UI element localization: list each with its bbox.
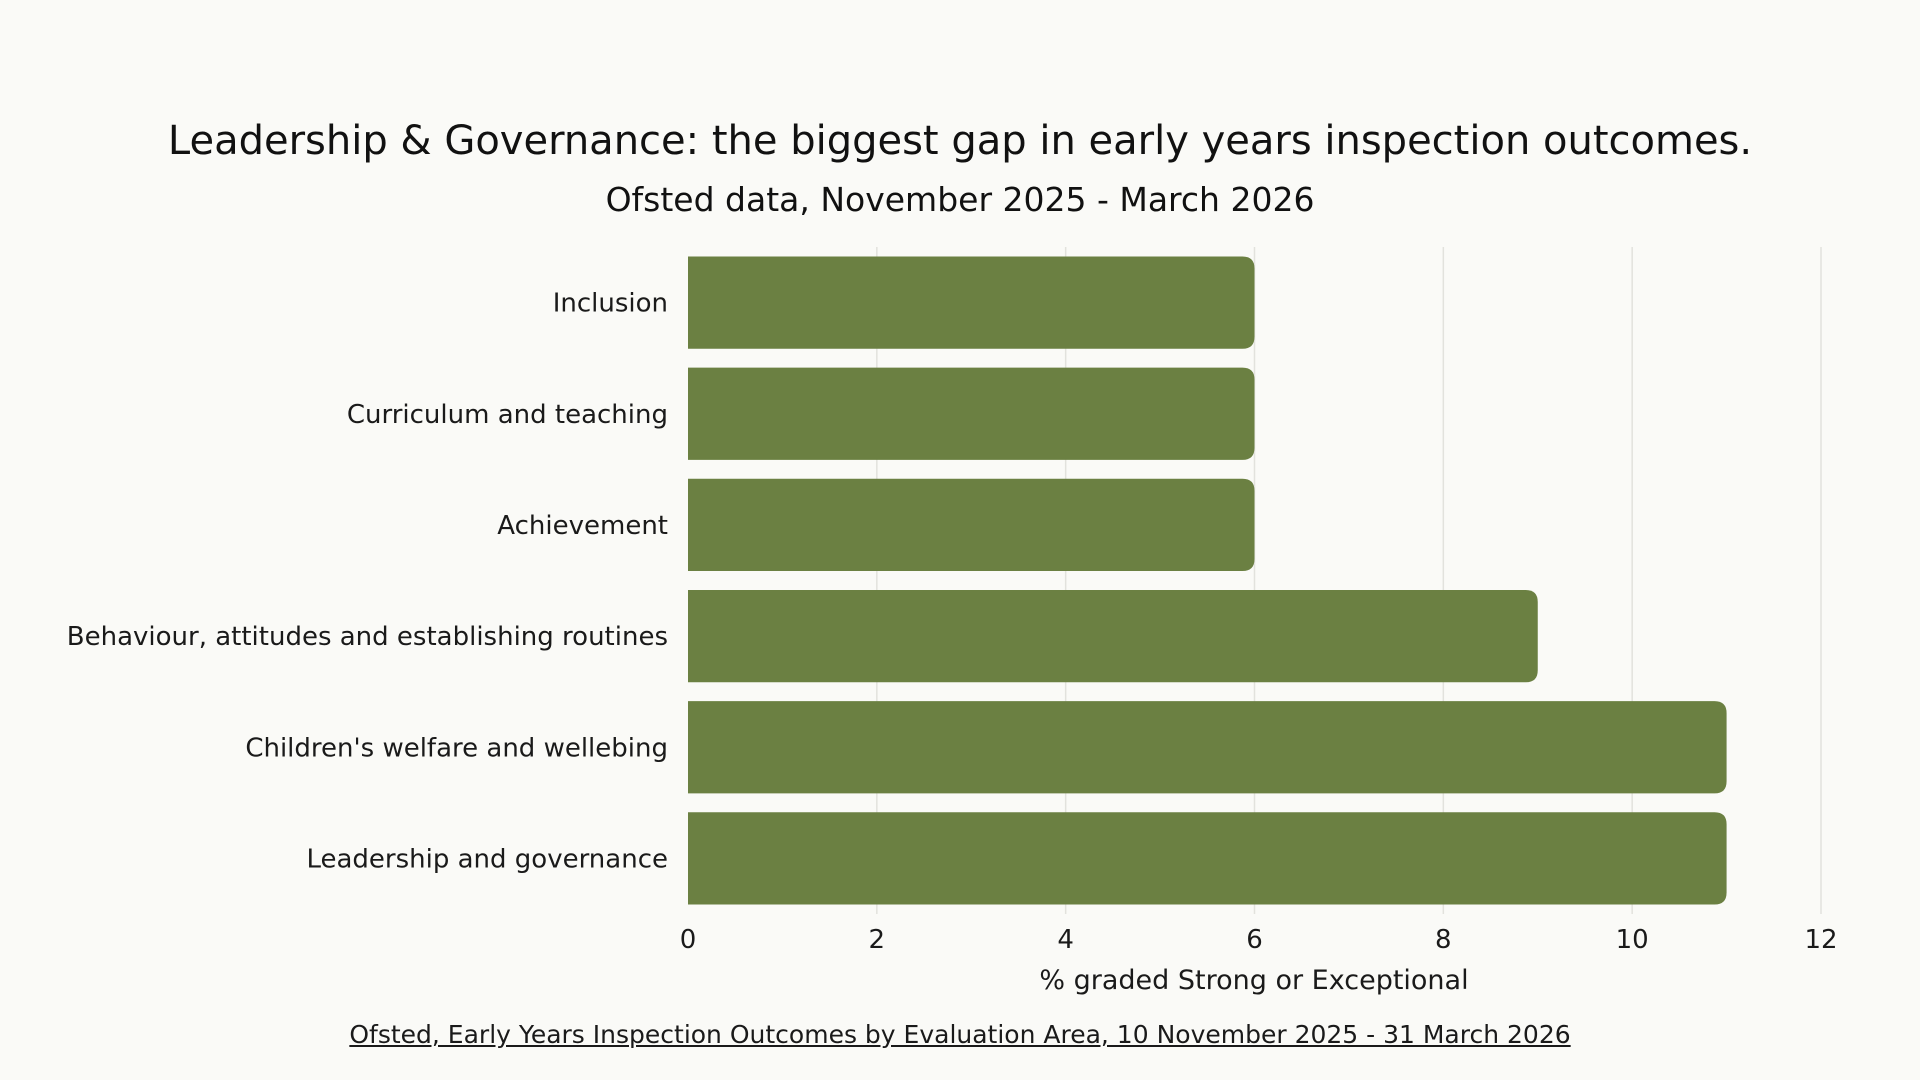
category-labels: Inclusion Curriculum and teaching Achievem… [67, 289, 668, 875]
x-tick-label: 12 [1804, 925, 1837, 955]
category-label: Curriculum and teaching [347, 400, 668, 430]
chart-subtitle: Ofsted data, November 2025 - March 2026 [605, 180, 1315, 219]
bars [688, 256, 1727, 905]
bar [688, 478, 1255, 572]
source-link[interactable]: Ofsted, Early Years Inspection Outcomes … [349, 1020, 1571, 1049]
category-label: Inclusion [553, 289, 668, 319]
category-label: Behaviour, attitudes and establishing ro… [67, 622, 668, 652]
gridlines [876, 247, 1822, 914]
bar [688, 589, 1538, 683]
bar [688, 812, 1727, 905]
x-tick-labels: 0 2 4 6 8 10 12 [680, 925, 1838, 955]
x-tick-label: 0 [680, 925, 697, 955]
bar [688, 367, 1255, 460]
x-tick-label: 2 [869, 925, 886, 955]
x-tick-label: 8 [1435, 925, 1452, 955]
x-tick-label: 4 [1057, 925, 1074, 955]
category-label: Children's welfare and wellebing [245, 733, 668, 763]
x-tick-label: 6 [1246, 925, 1263, 955]
x-tick-label: 10 [1616, 925, 1649, 955]
x-axis-label: % graded Strong or Exceptional [1039, 965, 1468, 996]
chart-title: Leadership & Governance: the biggest gap… [167, 118, 1753, 164]
bar [688, 701, 1727, 794]
category-label: Leadership and governance [306, 844, 668, 874]
category-label: Achievement [497, 511, 668, 541]
bar [688, 256, 1255, 349]
